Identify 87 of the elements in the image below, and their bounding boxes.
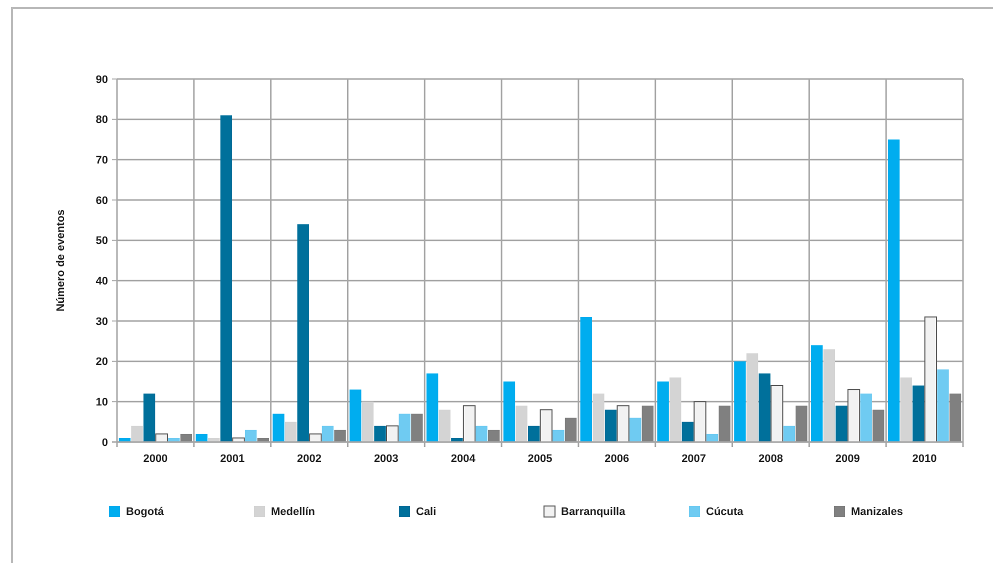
x-tick-label: 2009 [835, 453, 860, 465]
bar [272, 414, 284, 442]
bar [694, 401, 706, 442]
bar [746, 353, 758, 442]
bar [564, 418, 577, 442]
bar [682, 422, 694, 442]
bar [322, 426, 334, 442]
bar [476, 426, 488, 442]
legend-label: Manizales [851, 506, 903, 518]
bar [284, 422, 297, 442]
bar [823, 349, 836, 442]
bar [552, 430, 564, 442]
x-tick-label: 2010 [912, 453, 937, 465]
bar [706, 434, 718, 442]
bar [758, 373, 770, 442]
x-tick-label: 2005 [528, 453, 552, 465]
bar [616, 405, 630, 442]
y-tick-label: 0 [102, 436, 108, 449]
bar [860, 394, 872, 442]
x-tick-label: 2003 [374, 453, 398, 465]
bar [180, 434, 192, 442]
x-tick-label: 2002 [297, 453, 322, 465]
bar [244, 430, 257, 442]
bar [924, 316, 938, 442]
bar [426, 373, 438, 442]
y-tick-label: 10 [96, 396, 108, 409]
x-tick-label: 2004 [450, 453, 476, 465]
y-tick-label: 40 [96, 276, 108, 288]
bar [770, 385, 784, 442]
y-tick-label: 50 [96, 235, 108, 248]
bar [516, 406, 528, 442]
bar [888, 140, 900, 442]
y-tick-label: 70 [96, 154, 108, 167]
bar [783, 426, 796, 442]
bar [949, 394, 962, 442]
bar [592, 394, 604, 442]
x-tick-label: 2000 [143, 453, 168, 465]
y-tick-label: 90 [96, 74, 108, 86]
bar [836, 406, 848, 442]
bar [912, 386, 924, 442]
bar [297, 224, 309, 442]
bar [503, 382, 516, 442]
bar [398, 414, 410, 442]
y-tick-label: 60 [96, 194, 108, 207]
bar [374, 426, 386, 442]
x-tick-label: 2007 [682, 453, 706, 465]
bar [350, 390, 362, 442]
bar [657, 382, 669, 442]
bar [143, 394, 156, 442]
legend-label: Cali [416, 506, 436, 518]
bar [796, 406, 808, 442]
bar [220, 115, 232, 442]
bar [900, 377, 912, 442]
bar [462, 405, 476, 442]
bar [386, 425, 399, 442]
bar [604, 410, 617, 442]
bar [872, 410, 884, 442]
bar [334, 430, 346, 442]
y-axis-title: Número de eventos [55, 209, 67, 312]
y-tick-label: 20 [96, 356, 108, 368]
bar [847, 389, 860, 442]
bar [488, 430, 500, 442]
y-tick-label: 30 [96, 316, 108, 328]
x-tick-label: 2008 [758, 453, 783, 465]
legend-label: Cúcuta [706, 506, 744, 518]
legend-label: Bogotá [126, 506, 165, 518]
bar [630, 418, 642, 442]
x-tick-label: 2006 [604, 453, 630, 465]
bar [540, 409, 552, 442]
bar [734, 361, 746, 442]
bar [309, 433, 322, 442]
bar [937, 369, 949, 442]
legend-label: Barranquilla [561, 506, 626, 518]
bar [438, 410, 450, 442]
bar [528, 426, 540, 442]
x-tick-label: 2001 [220, 453, 245, 465]
bar [642, 406, 654, 442]
bar [196, 434, 208, 442]
y-tick-label: 80 [96, 114, 108, 126]
bar [811, 345, 823, 442]
legend-label: Medellín [271, 506, 316, 518]
bar [580, 316, 592, 442]
bar [670, 377, 682, 442]
bar [411, 414, 423, 442]
bar [362, 402, 374, 442]
bar [131, 426, 143, 442]
bar [718, 406, 730, 442]
